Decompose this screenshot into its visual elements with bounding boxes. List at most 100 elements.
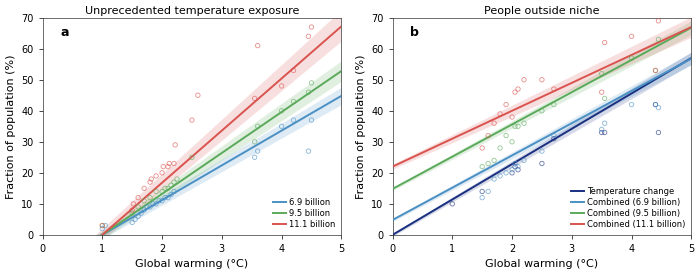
Point bbox=[536, 109, 547, 113]
Point bbox=[288, 99, 299, 104]
Point bbox=[506, 140, 517, 144]
Point bbox=[252, 124, 263, 128]
Point bbox=[160, 196, 171, 200]
Point bbox=[512, 124, 524, 128]
Point bbox=[164, 161, 175, 166]
Point bbox=[148, 202, 159, 206]
Point bbox=[477, 164, 488, 169]
Point bbox=[303, 149, 314, 153]
Title: Unprecedented temperature exposure: Unprecedented temperature exposure bbox=[85, 6, 299, 16]
Point bbox=[141, 205, 153, 209]
Point bbox=[536, 149, 547, 153]
Point bbox=[165, 183, 176, 188]
Point bbox=[506, 115, 517, 119]
Point bbox=[186, 118, 197, 122]
Point bbox=[303, 90, 314, 94]
Point bbox=[548, 133, 559, 138]
Point bbox=[306, 118, 317, 122]
Point bbox=[139, 199, 150, 203]
Point bbox=[139, 208, 150, 212]
Y-axis label: Fraction of population (%): Fraction of population (%) bbox=[6, 54, 15, 199]
Point bbox=[599, 121, 610, 125]
Point bbox=[186, 155, 197, 160]
Point bbox=[169, 189, 180, 194]
Text: a: a bbox=[60, 26, 69, 39]
Point bbox=[288, 68, 299, 73]
Point bbox=[482, 161, 493, 166]
Point bbox=[494, 174, 505, 178]
Point bbox=[249, 155, 260, 160]
Point bbox=[650, 102, 661, 107]
Point bbox=[482, 133, 493, 138]
Point bbox=[536, 161, 547, 166]
Point bbox=[150, 174, 162, 178]
Point bbox=[156, 189, 167, 194]
Point bbox=[519, 121, 530, 125]
Point bbox=[252, 149, 263, 153]
Point bbox=[276, 124, 287, 128]
Point bbox=[306, 25, 317, 29]
Point bbox=[276, 109, 287, 113]
Point bbox=[599, 96, 610, 101]
Point bbox=[596, 90, 608, 94]
Point bbox=[97, 223, 108, 228]
Point bbox=[653, 106, 664, 110]
Point bbox=[519, 78, 530, 82]
Point bbox=[160, 186, 171, 191]
Point bbox=[477, 189, 488, 194]
Point bbox=[144, 205, 155, 209]
Point bbox=[494, 146, 505, 150]
Point bbox=[249, 140, 260, 144]
Point bbox=[510, 90, 521, 94]
Point bbox=[193, 93, 204, 97]
Point bbox=[156, 199, 167, 203]
Point bbox=[127, 211, 138, 215]
Point bbox=[144, 196, 155, 200]
Point bbox=[653, 37, 664, 42]
Point bbox=[172, 177, 183, 181]
Point bbox=[548, 136, 559, 141]
Point bbox=[97, 226, 108, 231]
Legend: Temperature change, Combined (6.9 billion), Combined (9.5 billion), Combined (11: Temperature change, Combined (6.9 billio… bbox=[570, 185, 687, 231]
Point bbox=[447, 202, 458, 206]
Point bbox=[132, 214, 144, 218]
Point bbox=[127, 208, 138, 212]
Point bbox=[626, 34, 637, 39]
Point bbox=[99, 223, 111, 228]
Point bbox=[169, 180, 180, 184]
X-axis label: Global warming (°C): Global warming (°C) bbox=[485, 259, 598, 270]
Point bbox=[132, 196, 144, 200]
Point bbox=[276, 84, 287, 88]
Point bbox=[482, 189, 493, 194]
Point bbox=[127, 220, 138, 225]
Point bbox=[97, 223, 108, 228]
Point bbox=[500, 133, 512, 138]
Point bbox=[536, 78, 547, 82]
Point bbox=[288, 118, 299, 122]
Point bbox=[510, 164, 521, 169]
Point bbox=[132, 205, 144, 209]
Point bbox=[249, 96, 260, 101]
Point bbox=[500, 102, 512, 107]
Legend: 6.9 billion, 9.5 billion, 11.1 billion: 6.9 billion, 9.5 billion, 11.1 billion bbox=[272, 196, 337, 231]
Point bbox=[252, 43, 263, 48]
Point bbox=[494, 112, 505, 116]
Point bbox=[153, 199, 164, 203]
Title: People outside niche: People outside niche bbox=[484, 6, 600, 16]
Point bbox=[653, 130, 664, 135]
Point bbox=[146, 177, 157, 181]
Point bbox=[306, 81, 317, 85]
Point bbox=[477, 146, 488, 150]
Point bbox=[548, 87, 559, 91]
Point bbox=[489, 121, 500, 125]
Point bbox=[599, 40, 610, 45]
Point bbox=[169, 143, 181, 147]
Point bbox=[596, 130, 608, 135]
Text: b: b bbox=[410, 26, 419, 39]
Point bbox=[599, 130, 610, 135]
Point bbox=[130, 217, 141, 222]
Point bbox=[150, 202, 162, 206]
Point bbox=[650, 68, 661, 73]
Point bbox=[510, 161, 521, 166]
Point bbox=[512, 87, 524, 91]
